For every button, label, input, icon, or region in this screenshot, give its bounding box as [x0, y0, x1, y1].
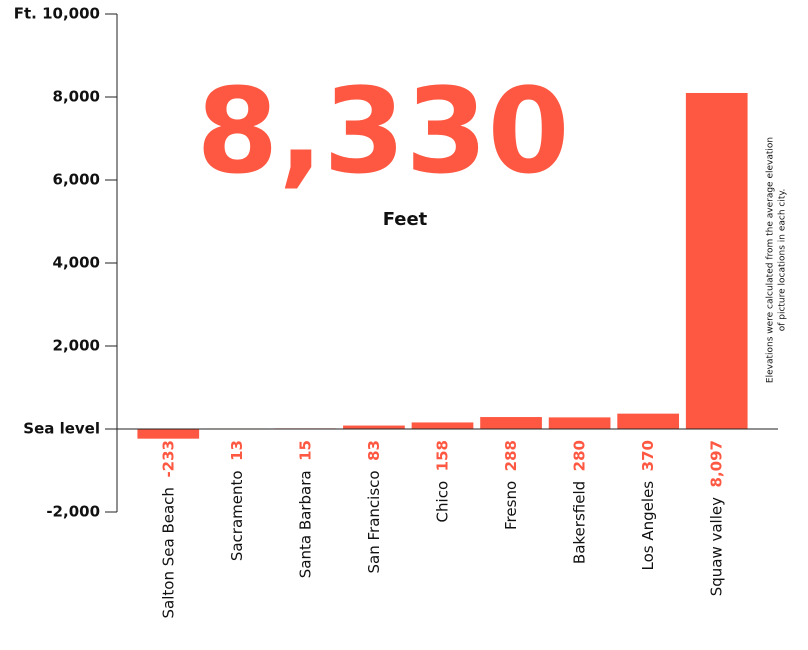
- category-name: Salton Sea Beach: [159, 487, 177, 618]
- value-label: 8,097: [707, 440, 725, 487]
- category-name: Sacramento: [227, 470, 245, 561]
- x-tick-label: San Francisco 83: [364, 440, 382, 573]
- note-line: Elevations were calculated from the aver…: [766, 137, 776, 383]
- bar: [411, 422, 474, 429]
- y-tick-label: Ft. 10,000: [14, 5, 100, 23]
- x-tick-label: Los Angeles 370: [639, 440, 657, 570]
- y-tick-label: -2,000: [46, 503, 100, 521]
- category-name: Los Angeles: [639, 481, 657, 571]
- x-tick-label: Sacramento 13: [227, 440, 245, 561]
- category-name: San Francisco: [364, 470, 382, 573]
- category-name: Squaw valley: [707, 497, 725, 596]
- category-name: Bakersfield: [570, 481, 588, 564]
- y-tick-label: 8,000: [53, 88, 100, 106]
- value-label: 370: [639, 440, 657, 471]
- bar: [617, 413, 680, 429]
- headline-unit: Feet: [383, 209, 428, 230]
- x-tick-label: Squaw valley 8,097: [707, 440, 725, 596]
- y-tick-label: Sea level: [23, 420, 100, 438]
- value-label: 15: [296, 440, 314, 461]
- value-label: 158: [433, 440, 451, 471]
- headline: 8,330: [196, 62, 569, 200]
- category-name: Chico: [433, 481, 451, 523]
- bar: [480, 417, 542, 429]
- x-tick-label: Salton Sea Beach -233: [159, 440, 177, 618]
- value-label: 13: [227, 440, 245, 461]
- bar: [685, 92, 748, 430]
- category-name: Santa Barbara: [296, 470, 314, 578]
- category-name: Fresno: [502, 481, 520, 530]
- x-tick-label: Chico 158: [433, 440, 451, 522]
- value-label: 288: [502, 440, 520, 471]
- x-tick-label: Fresno 288: [502, 440, 520, 530]
- x-tick-label: Bakersfield 280: [570, 440, 588, 564]
- y-tick-label: 6,000: [53, 171, 100, 189]
- y-tick-label: 4,000: [53, 254, 100, 272]
- note-line: of picture locations in each city.: [778, 189, 788, 332]
- value-label: 280: [570, 440, 588, 471]
- bar: [343, 425, 405, 429]
- bar: [548, 417, 611, 429]
- value-label: 83: [364, 440, 382, 461]
- x-tick-label: Santa Barbara 15: [296, 440, 314, 578]
- value-label: -233: [159, 440, 177, 478]
- bar: [137, 429, 200, 439]
- y-tick-label: 2,000: [53, 337, 100, 355]
